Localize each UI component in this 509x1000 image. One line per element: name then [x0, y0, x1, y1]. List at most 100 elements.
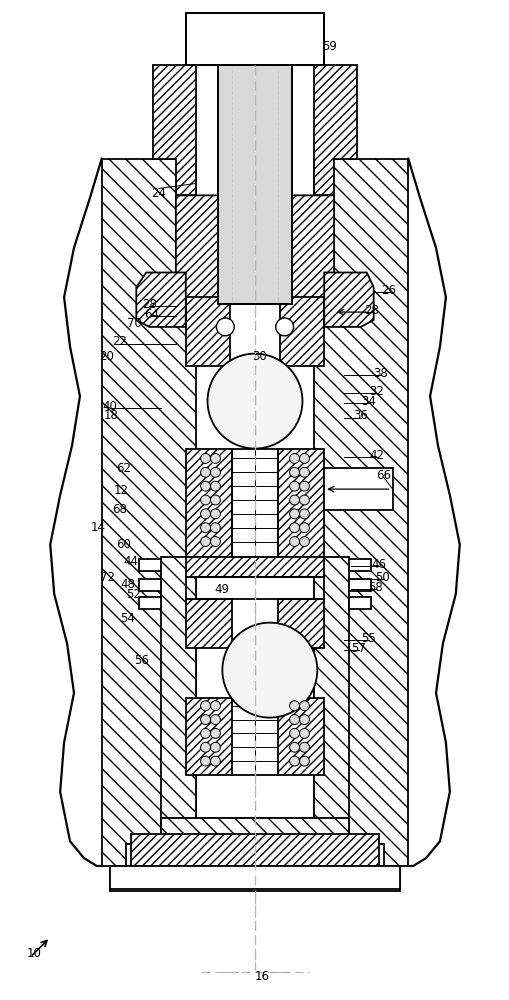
Circle shape — [210, 481, 220, 491]
Polygon shape — [277, 195, 333, 304]
Circle shape — [299, 467, 309, 477]
Circle shape — [299, 756, 309, 766]
Circle shape — [210, 701, 220, 711]
Bar — [139, 579, 161, 591]
Text: 58: 58 — [367, 581, 382, 594]
Text: 34: 34 — [360, 395, 376, 408]
Circle shape — [289, 454, 299, 463]
Bar — [324, 468, 393, 510]
Circle shape — [299, 715, 309, 725]
Text: 18: 18 — [104, 409, 119, 422]
Circle shape — [200, 701, 210, 711]
Circle shape — [210, 523, 220, 533]
Polygon shape — [277, 449, 324, 557]
Circle shape — [216, 318, 234, 336]
Circle shape — [289, 537, 299, 546]
Text: 68: 68 — [112, 503, 127, 516]
Circle shape — [210, 742, 220, 752]
Bar — [109, 871, 400, 891]
Circle shape — [275, 318, 293, 336]
Circle shape — [200, 495, 210, 505]
Circle shape — [200, 742, 210, 752]
Circle shape — [207, 354, 302, 449]
Polygon shape — [277, 599, 324, 648]
Bar — [161, 818, 348, 836]
Bar — [348, 597, 370, 609]
Circle shape — [299, 509, 309, 519]
Circle shape — [210, 495, 220, 505]
Text: 28: 28 — [142, 298, 156, 311]
Text: 70: 70 — [127, 317, 142, 330]
Polygon shape — [101, 159, 195, 866]
Circle shape — [200, 523, 210, 533]
Polygon shape — [314, 159, 408, 866]
Polygon shape — [185, 557, 324, 577]
Text: 55: 55 — [361, 632, 375, 645]
Text: 32: 32 — [369, 385, 383, 398]
Polygon shape — [314, 65, 356, 195]
Circle shape — [200, 756, 210, 766]
Circle shape — [299, 701, 309, 711]
Circle shape — [289, 756, 299, 766]
Text: 56: 56 — [133, 654, 149, 667]
Circle shape — [289, 509, 299, 519]
Text: 12: 12 — [114, 484, 129, 497]
Polygon shape — [185, 449, 232, 557]
Circle shape — [210, 509, 220, 519]
Polygon shape — [185, 698, 232, 775]
Text: 54: 54 — [120, 612, 134, 625]
Circle shape — [200, 715, 210, 725]
Bar — [161, 818, 348, 836]
Circle shape — [289, 481, 299, 491]
Text: 60: 60 — [116, 538, 131, 551]
Text: 16: 16 — [254, 970, 269, 983]
Circle shape — [200, 537, 210, 546]
Text: 46: 46 — [371, 558, 385, 571]
Text: 24: 24 — [151, 187, 166, 200]
Circle shape — [210, 454, 220, 463]
Polygon shape — [136, 273, 185, 327]
Text: 48: 48 — [120, 578, 134, 591]
Circle shape — [289, 728, 299, 738]
Circle shape — [210, 537, 220, 546]
Circle shape — [289, 523, 299, 533]
Circle shape — [289, 715, 299, 725]
Circle shape — [289, 467, 299, 477]
Circle shape — [299, 454, 309, 463]
Circle shape — [210, 728, 220, 738]
Text: 66: 66 — [375, 469, 390, 482]
Circle shape — [289, 495, 299, 505]
Text: 62: 62 — [116, 462, 131, 475]
Bar — [218, 65, 291, 304]
Circle shape — [210, 715, 220, 725]
Polygon shape — [161, 557, 195, 836]
Circle shape — [299, 481, 309, 491]
Text: 64: 64 — [144, 308, 158, 321]
Circle shape — [200, 481, 210, 491]
Polygon shape — [131, 834, 378, 866]
Circle shape — [200, 728, 210, 738]
Circle shape — [200, 467, 210, 477]
Circle shape — [222, 623, 317, 718]
Circle shape — [299, 495, 309, 505]
Circle shape — [200, 454, 210, 463]
Polygon shape — [324, 273, 373, 327]
Text: 10: 10 — [27, 947, 42, 960]
Circle shape — [299, 523, 309, 533]
Text: 72: 72 — [100, 571, 115, 584]
Bar — [185, 13, 324, 65]
Circle shape — [210, 756, 220, 766]
Text: 26: 26 — [380, 284, 395, 297]
Text: 14: 14 — [90, 521, 105, 534]
Bar — [139, 559, 161, 571]
Polygon shape — [185, 297, 230, 366]
Text: 57: 57 — [351, 642, 365, 655]
Text: 22: 22 — [112, 335, 127, 348]
Bar — [348, 579, 370, 591]
Text: 52: 52 — [126, 588, 140, 601]
Polygon shape — [153, 65, 195, 195]
Bar — [139, 597, 161, 609]
Circle shape — [299, 537, 309, 546]
Circle shape — [289, 701, 299, 711]
Text: 38: 38 — [373, 367, 387, 380]
